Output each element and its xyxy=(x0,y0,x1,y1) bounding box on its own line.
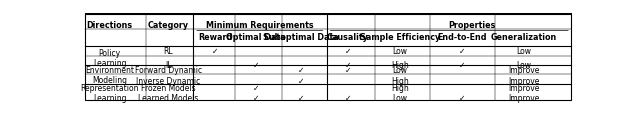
Text: ✓: ✓ xyxy=(212,47,218,56)
Text: End-to-End: End-to-End xyxy=(437,33,486,42)
Text: Suboptimal Data: Suboptimal Data xyxy=(263,33,339,42)
Text: ✓: ✓ xyxy=(459,93,465,102)
Text: Generalization: Generalization xyxy=(491,33,557,42)
Text: Sample Efficiency: Sample Efficiency xyxy=(360,33,440,42)
Text: Improve: Improve xyxy=(508,83,540,92)
Text: Low: Low xyxy=(392,47,408,56)
Text: Environment
Modeling: Environment Modeling xyxy=(85,66,134,85)
Text: Frozen Models: Frozen Models xyxy=(141,83,196,92)
Text: Category: Category xyxy=(148,21,189,30)
Text: ✓: ✓ xyxy=(345,65,351,74)
Text: Policy
Learning: Policy Learning xyxy=(93,48,127,68)
Text: Properties: Properties xyxy=(448,21,495,30)
Text: ✓: ✓ xyxy=(345,47,351,56)
Text: High: High xyxy=(391,83,409,92)
Text: ✓: ✓ xyxy=(345,93,351,102)
Text: ✓: ✓ xyxy=(298,65,305,74)
Text: Low: Low xyxy=(392,65,408,74)
Text: Learned Models: Learned Models xyxy=(138,93,198,102)
Text: Representation
Learning: Representation Learning xyxy=(81,83,139,102)
Text: Forward Dynamic: Forward Dynamic xyxy=(135,65,202,74)
Text: Improve: Improve xyxy=(508,76,540,85)
Text: ✓: ✓ xyxy=(459,60,465,69)
Text: ✓: ✓ xyxy=(253,93,259,102)
Text: High: High xyxy=(391,76,409,85)
Text: Directions: Directions xyxy=(86,21,133,30)
Text: Low: Low xyxy=(516,47,531,56)
Text: Reward: Reward xyxy=(198,33,232,42)
Text: High: High xyxy=(391,60,409,69)
Text: Causality: Causality xyxy=(327,33,369,42)
Text: ✓: ✓ xyxy=(253,83,259,92)
Text: ✓: ✓ xyxy=(253,60,259,69)
Text: Improve: Improve xyxy=(508,65,540,74)
Text: RL: RL xyxy=(163,47,173,56)
Text: Low: Low xyxy=(392,93,408,102)
Text: ✓: ✓ xyxy=(298,76,305,85)
Text: Optimal Data: Optimal Data xyxy=(227,33,286,42)
Text: Minimum Requirements: Minimum Requirements xyxy=(206,21,314,30)
Text: Inverse Dynamic: Inverse Dynamic xyxy=(136,76,200,85)
Text: Improve: Improve xyxy=(508,93,540,102)
Text: ✓: ✓ xyxy=(298,93,305,102)
Text: Low: Low xyxy=(516,60,531,69)
Text: ✓: ✓ xyxy=(345,60,351,69)
Text: ✓: ✓ xyxy=(459,47,465,56)
Text: IL: IL xyxy=(165,60,172,69)
